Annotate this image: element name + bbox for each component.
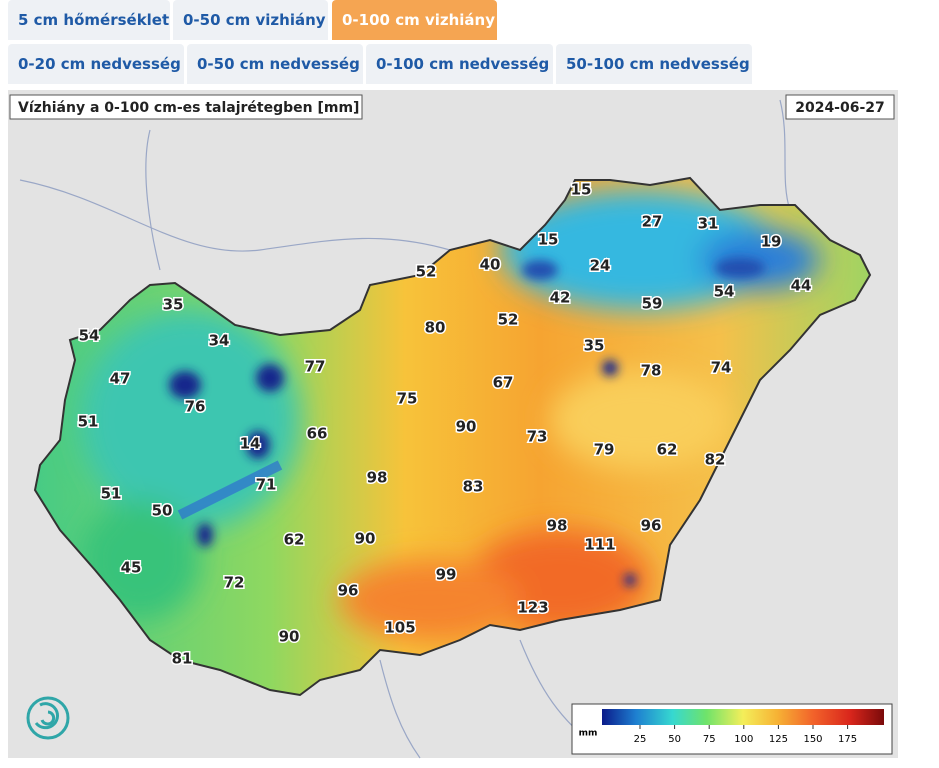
station-value: 47 xyxy=(110,370,131,388)
tab[interactable]: 0-20 cm nedvesség xyxy=(8,44,184,84)
station-value: 67 xyxy=(493,374,514,392)
legend-tick-label: 175 xyxy=(838,734,857,745)
station-value: 66 xyxy=(307,425,328,443)
station-value: 73 xyxy=(527,428,548,446)
station-value: 35 xyxy=(584,337,605,355)
station-value: 71 xyxy=(256,476,277,494)
tab[interactable]: 0-100 cm nedvesség xyxy=(366,44,553,84)
station-value: 50 xyxy=(152,502,173,520)
station-value: 75 xyxy=(397,390,418,408)
station-value: 59 xyxy=(642,295,663,313)
station-value: 90 xyxy=(355,530,376,548)
station-value: 123 xyxy=(517,599,548,617)
map-title: Vízhiány a 0-100 cm-es talajrétegben [mm… xyxy=(18,100,359,116)
station-value: 44 xyxy=(791,277,812,295)
station-value: 78 xyxy=(641,362,662,380)
station-value: 40 xyxy=(480,256,501,274)
station-value: 111 xyxy=(584,536,615,554)
station-value: 72 xyxy=(224,574,245,592)
tab[interactable]: 0-50 cm vizhiány xyxy=(173,0,328,40)
station-value: 15 xyxy=(538,231,559,249)
legend-tick-label: 25 xyxy=(634,734,647,745)
station-value: 51 xyxy=(78,413,99,431)
station-value: 98 xyxy=(367,469,388,487)
hungary-fill xyxy=(35,178,870,695)
station-value: 96 xyxy=(338,582,359,600)
station-value: 83 xyxy=(463,478,484,496)
station-value: 105 xyxy=(384,619,415,637)
tab[interactable]: 0-100 cm vizhiány xyxy=(332,0,497,40)
station-value: 96 xyxy=(641,517,662,535)
station-value: 54 xyxy=(714,283,735,301)
station-value: 52 xyxy=(498,311,519,329)
station-value: 19 xyxy=(761,233,782,251)
legend-tick-label: 150 xyxy=(803,734,822,745)
legend-tick-label: 50 xyxy=(668,734,681,745)
legend-bar xyxy=(602,709,884,725)
station-value: 54 xyxy=(79,327,100,345)
tab[interactable]: 50-100 cm nedvesség xyxy=(556,44,752,84)
station-value: 90 xyxy=(456,418,477,436)
legend-unit: mm xyxy=(579,729,598,739)
station-value: 31 xyxy=(698,215,719,233)
date-box xyxy=(785,94,895,120)
station-value: 51 xyxy=(101,485,122,503)
station-value: 79 xyxy=(594,441,615,459)
station-value: 45 xyxy=(121,559,142,577)
tab[interactable]: 0-50 cm nedvesség xyxy=(187,44,363,84)
station-value: 62 xyxy=(284,531,305,549)
station-value: 77 xyxy=(305,358,326,376)
station-value: 80 xyxy=(425,319,446,337)
station-value: 14 xyxy=(240,435,261,453)
station-value: 62 xyxy=(657,441,678,459)
station-value: 15 xyxy=(571,181,592,199)
station-value: 81 xyxy=(172,650,193,668)
rivers xyxy=(19,99,791,759)
station-value: 35 xyxy=(163,296,184,314)
station-value: 76 xyxy=(185,398,206,416)
station-value: 98 xyxy=(547,517,568,535)
station-value: 74 xyxy=(711,359,732,377)
station-value: 24 xyxy=(590,257,611,275)
tab[interactable]: 5 cm hőmérséklet xyxy=(8,0,170,40)
logo xyxy=(26,696,70,740)
legend-tick-label: 100 xyxy=(734,734,753,745)
station-value: 34 xyxy=(209,332,230,350)
station-value: 27 xyxy=(642,213,663,231)
station-value: 52 xyxy=(416,263,437,281)
station-value: 42 xyxy=(550,289,571,307)
legend-tick-label: 75 xyxy=(703,734,716,745)
title-box xyxy=(9,94,363,120)
map-date: 2024-06-27 xyxy=(795,100,885,116)
legend-tick-label: 125 xyxy=(769,734,788,745)
station-value: 99 xyxy=(436,566,457,584)
station-value: 90 xyxy=(279,628,300,646)
station-value: 82 xyxy=(705,451,726,469)
